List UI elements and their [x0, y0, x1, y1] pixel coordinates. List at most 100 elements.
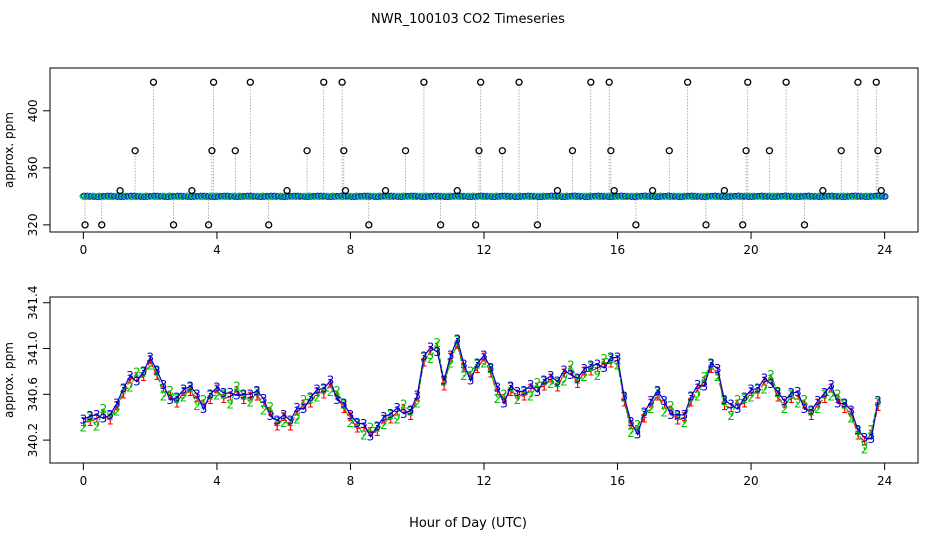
baseline-point [350, 192, 357, 200]
series-point-label: 1 [594, 361, 602, 375]
series-point-label: 1 [667, 403, 675, 417]
series-point-label: 3 [680, 408, 688, 422]
baseline-point [747, 193, 755, 200]
series-point-label: 1 [93, 411, 101, 425]
series-point-label: 2 [246, 395, 254, 409]
series-point-label: 3 [106, 408, 114, 422]
baseline-point [420, 193, 428, 200]
series-point-label: 1 [367, 425, 375, 439]
series-point-label: 1 [701, 375, 709, 389]
plot-frame [49, 67, 919, 233]
series-point-label: 3 [307, 391, 315, 405]
series-point-label: 2 [560, 375, 568, 389]
baseline-point [467, 193, 474, 200]
baseline-point [267, 193, 274, 200]
outlier-point [341, 186, 350, 195]
baseline-point [791, 192, 798, 199]
series-point-label: 1 [574, 377, 582, 391]
outlier-point [605, 78, 613, 86]
series-point-label: 1 [393, 404, 401, 418]
series-point-label: 1 [206, 393, 214, 407]
series-point-label: 3 [113, 396, 121, 410]
series-point-label: 3 [453, 332, 461, 346]
series-point-label: 2 [647, 402, 655, 416]
series-point-label: 2 [300, 393, 308, 407]
baseline-point [530, 192, 538, 199]
series-point-label: 3 [380, 410, 388, 424]
series-point-label: 2 [767, 368, 775, 382]
series-point-label: 2 [714, 370, 722, 384]
baseline-point [477, 193, 484, 200]
baseline-point [581, 192, 588, 199]
baseline-point [323, 192, 331, 199]
baseline-point [360, 193, 367, 200]
series-point-label: 1 [647, 396, 655, 410]
baseline-point [824, 193, 831, 201]
baseline-point [220, 193, 227, 201]
baseline-point [510, 192, 518, 199]
series-point-label: 1 [741, 396, 749, 410]
baseline-point [210, 192, 217, 200]
series-point-label: 1 [360, 421, 368, 435]
series-point-label: 1 [327, 377, 335, 391]
plot-frame [49, 296, 919, 464]
outlier-point [209, 78, 218, 86]
series-point-label: 2 [534, 376, 542, 390]
baseline-point [881, 192, 888, 199]
x-tick-label: 4 [213, 243, 221, 257]
baseline-point [734, 193, 741, 200]
series-point-label: 1 [827, 382, 835, 396]
baseline-point [310, 193, 317, 201]
baseline-point [567, 193, 574, 201]
series-point-label: 1 [86, 415, 94, 429]
series-point-label: 3 [574, 371, 582, 385]
series-point-label: 2 [587, 360, 595, 374]
series-point-label: 2 [727, 409, 735, 423]
series-point-label: 3 [100, 411, 108, 425]
series-point-label: 3 [754, 382, 762, 396]
series-point-label: 3 [834, 396, 842, 410]
series-point-label: 3 [440, 374, 448, 388]
series-point-label: 3 [594, 358, 602, 372]
baseline-point [707, 193, 715, 201]
baseline-point [848, 193, 855, 201]
outlier-point [169, 221, 178, 229]
baseline-point [874, 193, 882, 200]
baseline-point [243, 193, 251, 201]
series-point-label: 1 [387, 412, 395, 426]
baseline-point [147, 193, 154, 201]
figure-title: NWR_100103 CO2 Timeseries [371, 12, 565, 27]
baseline-point [427, 193, 434, 201]
baseline-point [841, 193, 848, 200]
outlier-point [303, 147, 311, 155]
series-point-label: 1 [313, 385, 321, 399]
series-point-label: 1 [407, 409, 415, 423]
x-tick-label: 0 [80, 474, 88, 488]
series-point-label: 2 [447, 356, 455, 370]
series-point-label: 1 [761, 375, 769, 389]
baseline-point [374, 192, 381, 200]
baseline-point [801, 193, 808, 201]
outlier-point [81, 221, 89, 229]
baseline-point [247, 193, 254, 200]
baseline-point [337, 193, 344, 200]
series-point-label: 2 [146, 359, 154, 373]
series-point-label: 1 [300, 398, 308, 412]
baseline-point [701, 193, 708, 200]
baseline-point [804, 193, 811, 200]
series-point-label: 2 [293, 412, 301, 426]
baseline-point [464, 192, 471, 199]
series-point-label: 1 [267, 404, 275, 418]
series-point-label: 2 [781, 402, 789, 416]
baseline-point [484, 192, 491, 199]
series-point-label: 2 [460, 369, 468, 383]
baseline-point [407, 193, 414, 200]
series-point-label: 3 [567, 368, 575, 382]
baseline-point [684, 193, 691, 201]
series-point-label: 2 [166, 384, 174, 398]
baseline-point [851, 193, 858, 200]
series-point-label: 1 [200, 398, 208, 412]
series-point-label: 1 [487, 367, 495, 381]
baseline-point [300, 192, 307, 199]
series-point-label: 2 [754, 383, 762, 397]
